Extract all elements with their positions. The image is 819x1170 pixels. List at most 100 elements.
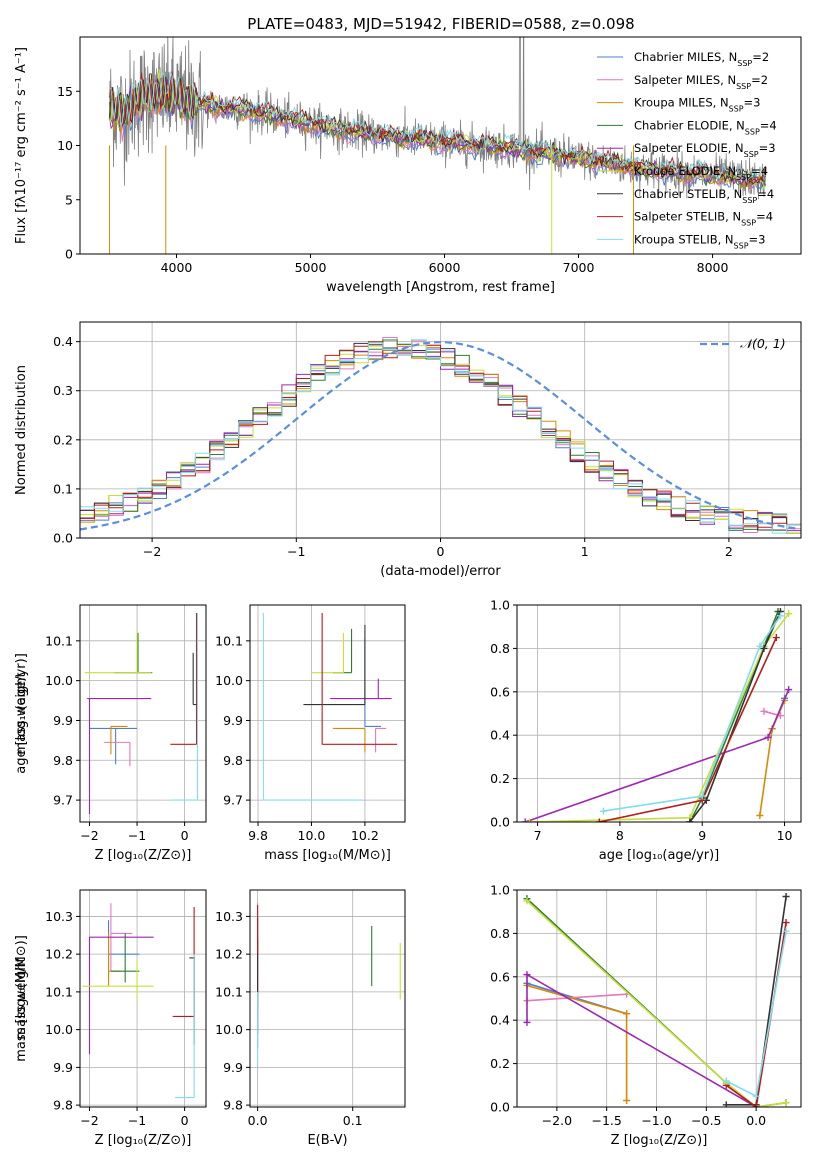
x-tick-label: −2 — [80, 1113, 98, 1128]
weight-series-6 — [529, 613, 790, 822]
x-tick-label: 2 — [725, 544, 733, 559]
plot-area — [108, 37, 767, 254]
y-tick-label: 5 — [65, 192, 73, 207]
x-tick-label: 6000 — [429, 260, 461, 275]
weight-point-marker — [785, 686, 793, 694]
y-axis-label: Normed distribution — [14, 365, 29, 495]
model-spectrum-9 — [109, 71, 766, 182]
x-tick-label: 4000 — [161, 260, 193, 275]
x-tick-label: 0 — [181, 1113, 189, 1128]
y-tick-label: 10 — [57, 138, 73, 153]
legend-entry: Chabrier STELIB, NSSP=4 — [634, 187, 774, 205]
legend-entry: Chabrier ELODIE, NSSP=4 — [634, 118, 777, 136]
legend-entry: Salpeter STELIB, NSSP=4 — [634, 210, 773, 228]
spectrum-panel: 4000 5000 6000 7000 8000 0 5 10 15 wavelength [An… — [14, 36, 802, 295]
x-tick-label: −0.5 — [691, 1113, 721, 1128]
weight-point-marker — [764, 733, 772, 741]
y-tick-label: 0.8 — [490, 641, 510, 656]
age-vs-mass-panel: 9.8 10.0 10.2 9.7 9.8 9.9 10.0 10.1 mass [log₁₀(… — [215, 604, 406, 863]
x-tick-label: 7000 — [563, 260, 595, 275]
residual-histogram-8 — [80, 339, 801, 528]
weight-point-marker — [523, 1018, 531, 1026]
model-spectrum-2 — [109, 78, 766, 191]
x-tick-label: −2.0 — [542, 1113, 572, 1128]
y-tick-label: 15 — [57, 84, 73, 99]
legend-entry-label: Kroupa MILES, N — [634, 96, 729, 110]
y-tick-label: 9.8 — [53, 753, 73, 768]
y-tick-label: 0.6 — [490, 684, 510, 699]
y-tick-label: 9.8 — [223, 753, 243, 768]
y-tick-label: 0.0 — [490, 815, 510, 830]
weight-point-marker — [785, 610, 793, 618]
weight-point-marker — [623, 1010, 631, 1018]
y-tick-label: 9.9 — [53, 713, 73, 728]
axes-frame — [79, 889, 207, 1108]
x-tick-label: 0.0 — [746, 1113, 766, 1128]
plot-area — [521, 608, 793, 822]
weight-point-marker — [782, 927, 790, 935]
legend-entry-sub: SSP — [736, 173, 751, 182]
x-tick-label: 10 — [777, 828, 793, 843]
legend-entry-label: Chabrier STELIB, N — [634, 187, 742, 201]
y-tick-label: 9.9 — [223, 713, 243, 728]
x-tick-label: 0 — [437, 544, 445, 559]
weight-point-marker — [752, 1092, 760, 1100]
y-tick-label: 0.4 — [490, 1013, 510, 1028]
y-tick-label: 0.2 — [490, 771, 510, 786]
y-tick-label: 10.0 — [45, 673, 73, 688]
y-tick-label: 0.0 — [53, 531, 73, 546]
x-axis-label: (data-model)/error — [380, 564, 501, 579]
axes-frame — [516, 889, 802, 1108]
x-tick-label: 1 — [581, 544, 589, 559]
x-axis-label: age [log₁₀(age/yr)] — [599, 848, 720, 863]
weight-series-6 — [526, 900, 787, 1107]
weight-point-marker — [752, 1103, 760, 1107]
x-tick-label: −2 — [80, 828, 98, 843]
x-axis-label: mass [log₁₀(M/M⊙)] — [264, 848, 391, 863]
legend-entry-label: Salpeter ELODIE, N — [634, 141, 744, 155]
weight-point-marker — [722, 1077, 730, 1085]
plot-area — [82, 903, 196, 1099]
y-tick-label: 10.2 — [215, 947, 243, 962]
x-tick-label: 8 — [616, 828, 624, 843]
x-tick-label: 0 — [181, 828, 189, 843]
legend-entry-label: Chabrier MILES, N — [634, 50, 737, 64]
weight-point-marker — [525, 818, 533, 822]
y-tick-label: 9.7 — [53, 793, 73, 808]
weight-series-8 — [599, 637, 778, 822]
weight-point-marker — [756, 811, 764, 819]
y-tick-label: 10.1 — [45, 633, 73, 648]
plot-area — [80, 337, 801, 534]
x-tick-label: 10.2 — [351, 828, 379, 843]
y-tick-label: 0.2 — [53, 432, 73, 447]
weight-point-marker — [623, 1096, 631, 1104]
y-tick-label: 0.3 — [53, 383, 73, 398]
axes-frame — [249, 604, 406, 823]
legend-entry-label: Kroupa STELIB, N — [634, 232, 734, 246]
x-axis-label: E(B-V) — [307, 1133, 347, 1148]
normal-distribution-curve — [80, 341, 799, 531]
model-spectrum-8 — [109, 71, 767, 186]
plot-area — [262, 612, 397, 801]
legend-entry-value: =4 — [756, 210, 773, 224]
x-tick-label: 8000 — [697, 260, 729, 275]
model-spectrum-3 — [109, 79, 766, 189]
legend-entry: Kroupa STELIB, NSSP=3 — [634, 232, 765, 250]
y-tick-label: 10.1 — [215, 633, 243, 648]
weight-point-marker — [523, 897, 531, 905]
weight-point-marker — [595, 818, 603, 822]
weight-point-marker — [772, 634, 780, 642]
legend-entry-label: Salpeter MILES, N — [634, 73, 736, 87]
weight-point-marker — [776, 612, 784, 620]
weight-vs-metallicity-panel: −2.0 −1.5 −1.0 −0.5 0.0 0.0 0.2 0.4 0.6 0.8 1.0 Z [… — [14, 883, 802, 1148]
x-tick-label: 9 — [698, 828, 706, 843]
legend-entry-sub: SSP — [729, 104, 744, 113]
weight-series-2 — [526, 993, 627, 1002]
legend-entry-sub: SSP — [737, 59, 752, 68]
legend-entry-sub: SSP — [742, 195, 757, 204]
y-tick-label: 0.2 — [490, 1056, 510, 1071]
y-tick-label: 0.6 — [490, 969, 510, 984]
x-axis-label: Z [log₁₀(Z/Z⊙)] — [95, 1133, 192, 1148]
legend-entry-label: Kroupa ELODIE, N — [634, 164, 736, 178]
x-tick-label: −1 — [128, 1113, 146, 1128]
